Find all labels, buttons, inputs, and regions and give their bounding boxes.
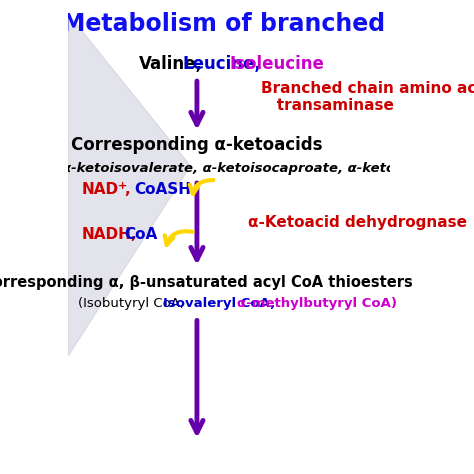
Text: Corresponding α, β-unsaturated acyl CoA thioesters: Corresponding α, β-unsaturated acyl CoA …	[0, 274, 412, 290]
Text: Branched chain amino acid
   transaminase: Branched chain amino acid transaminase	[261, 81, 474, 113]
Text: CoASH: CoASH	[134, 182, 191, 197]
Text: α-Ketoacid dehydrognase: α-Ketoacid dehydrognase	[248, 215, 467, 230]
Polygon shape	[68, 14, 191, 356]
Text: NAD: NAD	[81, 182, 118, 197]
Text: α-ketoisovalerate, α-ketoisocaproate, α-keto β-methyl vale...: α-ketoisovalerate, α-ketoisocaproate, α-…	[62, 162, 474, 175]
Text: α-methylbutyryl CoA): α-methylbutyryl CoA)	[237, 297, 397, 310]
Text: CoA: CoA	[125, 227, 158, 242]
Text: Isovaleryl CoA,: Isovaleryl CoA,	[163, 297, 275, 310]
Text: ,: ,	[125, 182, 136, 197]
Text: +: +	[118, 181, 128, 191]
Text: Metabolism of branched chain amino acids: Metabolism of branched chain amino acids	[62, 12, 474, 36]
Text: Isoleucine: Isoleucine	[229, 55, 324, 73]
Text: NADH,: NADH,	[81, 227, 137, 242]
Text: (Isobutyryl CoA,: (Isobutyryl CoA,	[78, 297, 184, 310]
Text: Valine,: Valine,	[139, 55, 203, 73]
Text: Leucine,: Leucine,	[182, 55, 261, 73]
Text: Corresponding α-ketoacids: Corresponding α-ketoacids	[71, 136, 323, 154]
